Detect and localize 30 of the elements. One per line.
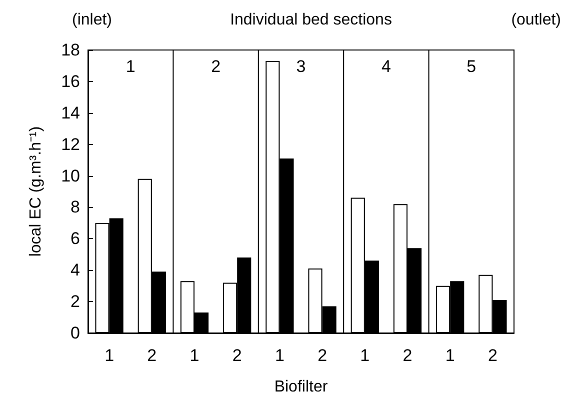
y-tick-label: 0: [70, 324, 80, 342]
x-tick-label: 2: [402, 346, 412, 365]
y-tick-label: 6: [70, 229, 80, 248]
text: (inlet): [72, 12, 112, 28]
annotation: 2: [211, 57, 221, 76]
x-tick-label: 1: [190, 346, 200, 365]
y-tick-label: 12: [61, 134, 80, 154]
y-axis-title: local EC (g.m³.h⁻¹): [28, 126, 44, 257]
y-tick-label: 4: [70, 260, 80, 280]
y-tick-label: 2: [70, 292, 80, 312]
y-tick-label: 10: [61, 166, 80, 186]
annotation: 4: [381, 57, 391, 76]
text: Individual bed sections: [230, 12, 392, 28]
x-tick-label: 2: [488, 346, 498, 365]
text: (outlet): [511, 12, 561, 28]
y-tick-label: 16: [61, 72, 80, 91]
annotation: 1: [126, 57, 136, 76]
x-tick-label: 2: [147, 346, 157, 365]
x-tick-label: 1: [104, 346, 114, 365]
y-tick-label: 18: [61, 40, 80, 60]
x-axis-title: Biofilter: [274, 378, 328, 396]
x-tick-label: 1: [274, 346, 284, 365]
x-tick-label: 1: [360, 346, 370, 365]
annotation: 3: [296, 57, 306, 76]
x-tick-label: 2: [318, 346, 328, 365]
y-tick-label: 8: [70, 198, 80, 217]
x-tick-label: 2: [232, 346, 242, 365]
y-tick-label: 14: [61, 103, 80, 122]
x-tick-label: 1: [445, 346, 455, 365]
annotation: 5: [466, 57, 476, 76]
